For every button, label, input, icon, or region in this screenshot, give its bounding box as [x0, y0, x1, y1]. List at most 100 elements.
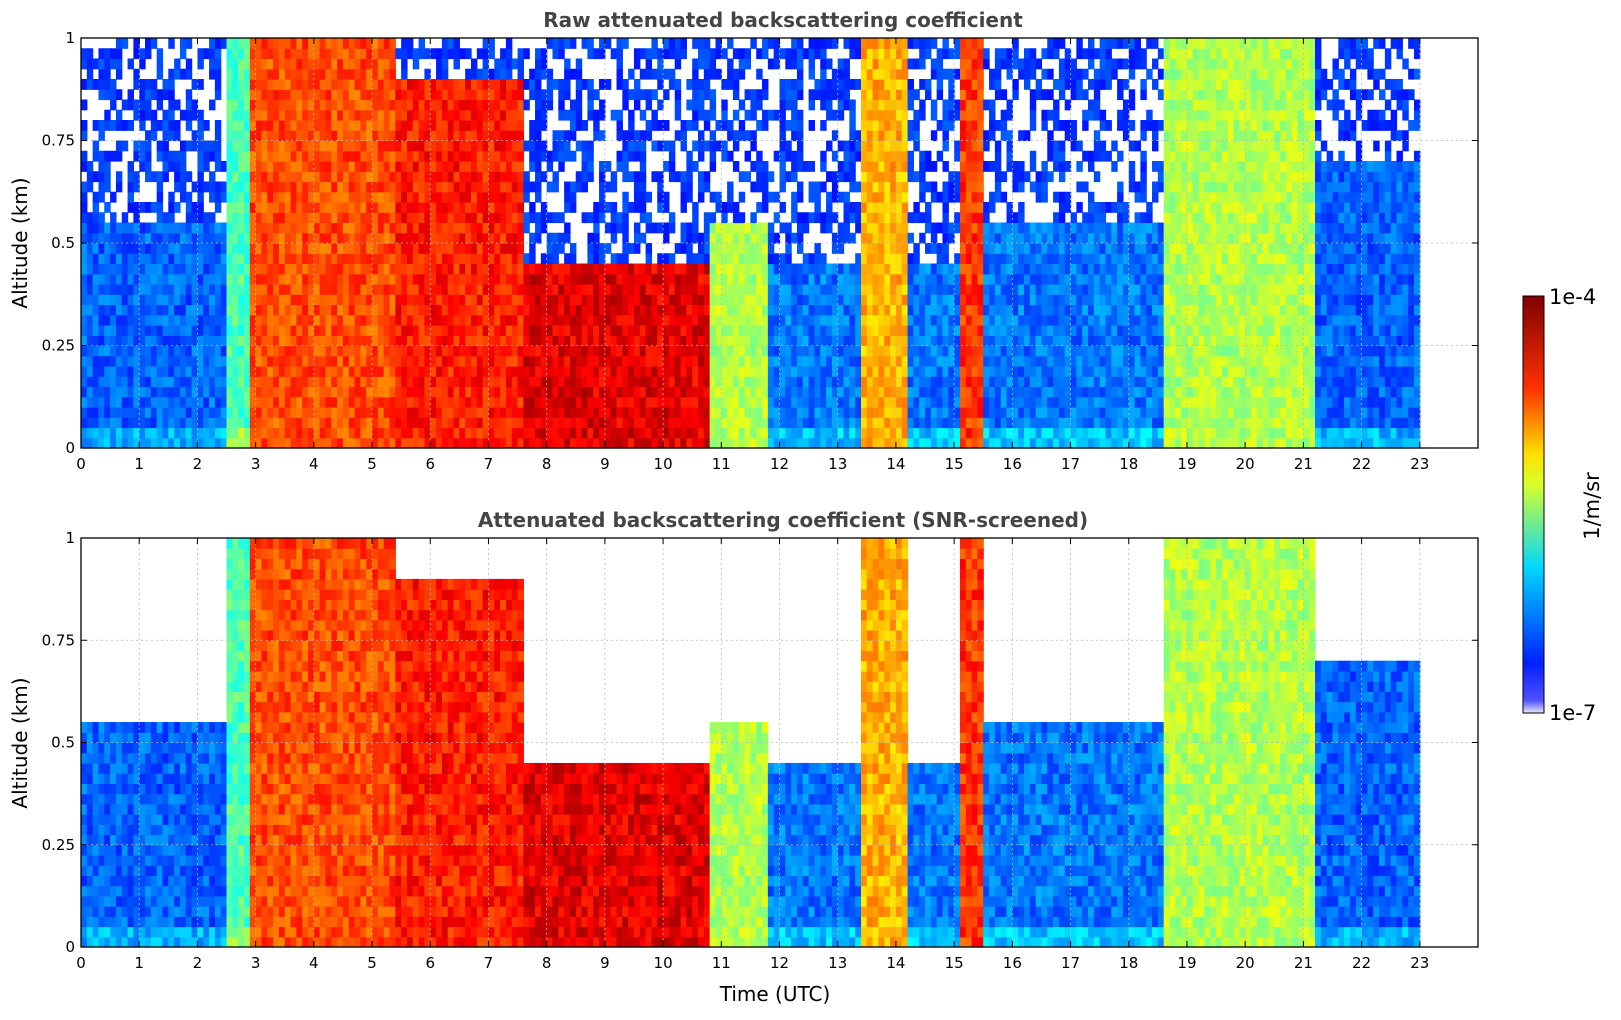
heatmap-cell — [703, 171, 711, 183]
heatmap-cell — [337, 253, 344, 265]
heatmap-cell — [494, 202, 501, 213]
heatmap-cell — [377, 427, 385, 439]
heatmap-cell — [185, 202, 193, 213]
heatmap-cell — [86, 212, 94, 224]
heatmap-cell — [692, 58, 699, 70]
heatmap-cell — [552, 417, 559, 429]
heatmap-cell — [564, 355, 571, 367]
heatmap-cell — [517, 120, 524, 131]
heatmap-cell — [249, 89, 257, 101]
heatmap-cell — [738, 355, 746, 367]
heatmap-cell — [639, 407, 647, 418]
heatmap-cell — [360, 38, 367, 49]
heatmap-cell — [622, 222, 629, 234]
heatmap-cell — [337, 396, 344, 408]
heatmap-cell — [628, 366, 635, 377]
heatmap-cell — [401, 109, 408, 121]
heatmap-cell — [331, 140, 338, 152]
heatmap-cell — [762, 161, 769, 172]
heatmap-cell — [831, 212, 839, 224]
heatmap-cell — [366, 38, 373, 49]
heatmap-cell — [674, 38, 682, 49]
heatmap-cell — [488, 355, 495, 367]
heatmap-cell — [529, 130, 536, 142]
heatmap-cell — [855, 284, 862, 295]
heatmap-cell — [558, 345, 565, 357]
heatmap-cell — [296, 407, 303, 418]
heatmap-cell — [471, 355, 478, 367]
heatmap-cell — [296, 314, 303, 326]
heatmap-cell — [895, 314, 903, 326]
heatmap-cell — [115, 314, 123, 326]
heatmap-cell — [238, 109, 245, 121]
heatmap-cell — [913, 355, 920, 367]
heatmap-cell — [465, 109, 472, 121]
heatmap-cell — [872, 181, 880, 193]
heatmap-cell — [540, 109, 548, 121]
heatmap-cell — [500, 222, 507, 234]
heatmap-cell — [168, 355, 175, 367]
heatmap-cell — [197, 417, 204, 429]
heatmap-cell — [471, 232, 478, 244]
heatmap-cell — [418, 407, 426, 418]
heatmap-cell — [150, 120, 158, 131]
heatmap-cell — [139, 263, 146, 275]
heatmap-cell — [412, 253, 420, 265]
heatmap-cell — [686, 437, 693, 449]
heatmap-cell — [657, 314, 664, 326]
heatmap-cell — [791, 345, 798, 357]
heatmap-cell — [412, 366, 420, 377]
heatmap-cell — [791, 355, 798, 367]
heatmap-cell — [523, 273, 530, 285]
heatmap-cell — [674, 335, 682, 347]
heatmap-cell — [878, 48, 885, 60]
heatmap-cell — [243, 386, 251, 398]
heatmap-cell — [738, 212, 746, 224]
heatmap-cell — [494, 243, 501, 254]
heatmap-cell — [767, 355, 775, 367]
heatmap-cell — [663, 48, 670, 60]
heatmap-cell — [505, 171, 513, 183]
heatmap-cell — [389, 140, 396, 152]
heatmap-cell — [890, 284, 897, 295]
heatmap-cell — [156, 202, 164, 213]
heatmap-cell — [360, 99, 367, 111]
heatmap-cell — [337, 161, 344, 172]
heatmap-cell — [628, 120, 635, 131]
heatmap-cell — [191, 366, 199, 377]
heatmap-cell — [110, 335, 117, 347]
heatmap-cell — [401, 407, 408, 418]
heatmap-cell — [255, 355, 263, 367]
heatmap-cell — [214, 130, 222, 142]
heatmap-cell — [267, 427, 274, 439]
heatmap-cell — [162, 376, 169, 388]
heatmap-cell — [663, 68, 670, 80]
heatmap-cell — [92, 79, 100, 90]
heatmap-cell — [308, 120, 315, 131]
heatmap-cell — [395, 355, 402, 367]
heatmap-cell — [179, 284, 187, 295]
heatmap-cell — [639, 335, 647, 347]
heatmap-cell — [104, 294, 111, 306]
heatmap-cell — [802, 325, 810, 336]
heatmap-cell — [843, 171, 850, 183]
heatmap-cell — [564, 335, 571, 347]
heatmap-cell — [628, 243, 635, 254]
heatmap-cell — [115, 140, 123, 152]
heatmap-cell — [203, 417, 210, 429]
heatmap-cell — [441, 314, 449, 326]
heatmap-cell — [843, 437, 850, 449]
heatmap-cell — [249, 417, 257, 429]
heatmap-cell — [203, 273, 210, 285]
heatmap-cell — [313, 191, 321, 203]
heatmap-cell — [337, 171, 344, 183]
heatmap-cell — [895, 304, 903, 316]
heatmap-cell — [243, 325, 251, 336]
heatmap-cell — [820, 366, 827, 377]
heatmap-cell — [238, 437, 245, 449]
heatmap-cell — [273, 68, 280, 80]
heatmap-cell — [372, 48, 379, 60]
heatmap-cell — [209, 171, 216, 183]
heatmap-cell — [418, 314, 426, 326]
heatmap-cell — [418, 109, 426, 121]
